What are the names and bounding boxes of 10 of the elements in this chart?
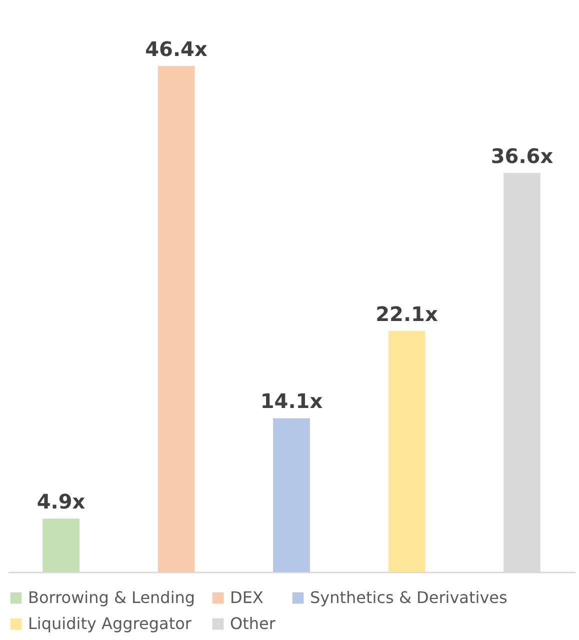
legend-label: Borrowing & Lending	[28, 588, 196, 607]
legend-label: Synthetics & Derivatives	[310, 588, 508, 607]
legend-label: DEX	[230, 588, 264, 607]
data-label: 22.1x	[376, 302, 438, 326]
data-label: 14.1x	[260, 389, 323, 414]
data-label: 4.9x	[36, 490, 86, 514]
data-label: 46.4x	[145, 37, 208, 61]
legend-label: Liquidity Aggregator	[28, 614, 192, 633]
data-label: 36.6x	[490, 144, 554, 168]
legend-label: Other	[230, 614, 276, 633]
